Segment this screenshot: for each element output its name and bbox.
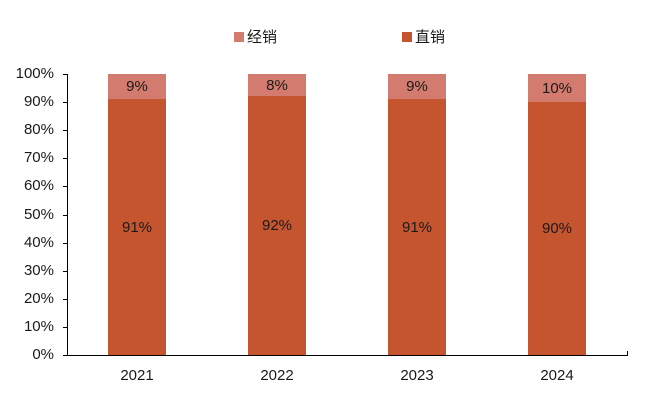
legend-swatch-direct [402,31,412,42]
y-tick [63,355,68,356]
bar-segment-direct-2022: 92% [248,96,306,355]
legend-item-direct: 直销 [402,26,445,47]
bar-segment-distribution-2021: 9% [108,74,166,100]
y-tick-label: 30% [23,262,54,279]
legend-swatch-distribution [234,31,244,42]
y-tick [63,299,68,300]
y-tick [63,186,68,187]
y-tick-label: 10% [23,318,54,335]
y-tick [63,102,68,103]
x-axis [67,355,628,356]
y-tick [63,158,68,159]
y-tick-label: 80% [23,121,54,138]
y-tick [63,74,68,75]
y-tick [63,271,68,272]
bar-segment-direct-2024: 90% [528,102,586,355]
x-tick-label: 2023 [400,367,434,384]
bar-segment-distribution-2023: 9% [388,74,446,100]
y-tick-label: 40% [23,234,54,251]
x-tick-label: 2024 [540,367,574,384]
y-tick-label: 100% [15,65,54,82]
bar-segment-direct-2021: 91% [108,99,166,355]
x-tick-label: 2021 [120,367,154,384]
chart-legend: 经销 直销 [0,26,651,46]
y-tick [63,327,68,328]
bar-segment-distribution-2024: 10% [528,74,586,103]
y-tick [63,243,68,244]
y-tick-label: 0% [32,346,54,363]
x-tick-label: 2022 [260,367,294,384]
bar-segment-direct-2023: 91% [388,99,446,355]
legend-label-direct: 直销 [415,29,446,46]
y-tick-label: 50% [23,206,54,223]
y-tick-label: 90% [23,93,54,110]
x-axis-end-tick [627,351,628,356]
y-tick [63,130,68,131]
y-tick [63,215,68,216]
legend-item-distribution: 经销 [234,26,277,47]
bar-segment-distribution-2022: 8% [248,74,306,97]
y-tick-label: 70% [23,149,54,166]
y-tick-label: 60% [23,177,54,194]
legend-label-distribution: 经销 [247,29,278,46]
y-tick-label: 20% [23,290,54,307]
